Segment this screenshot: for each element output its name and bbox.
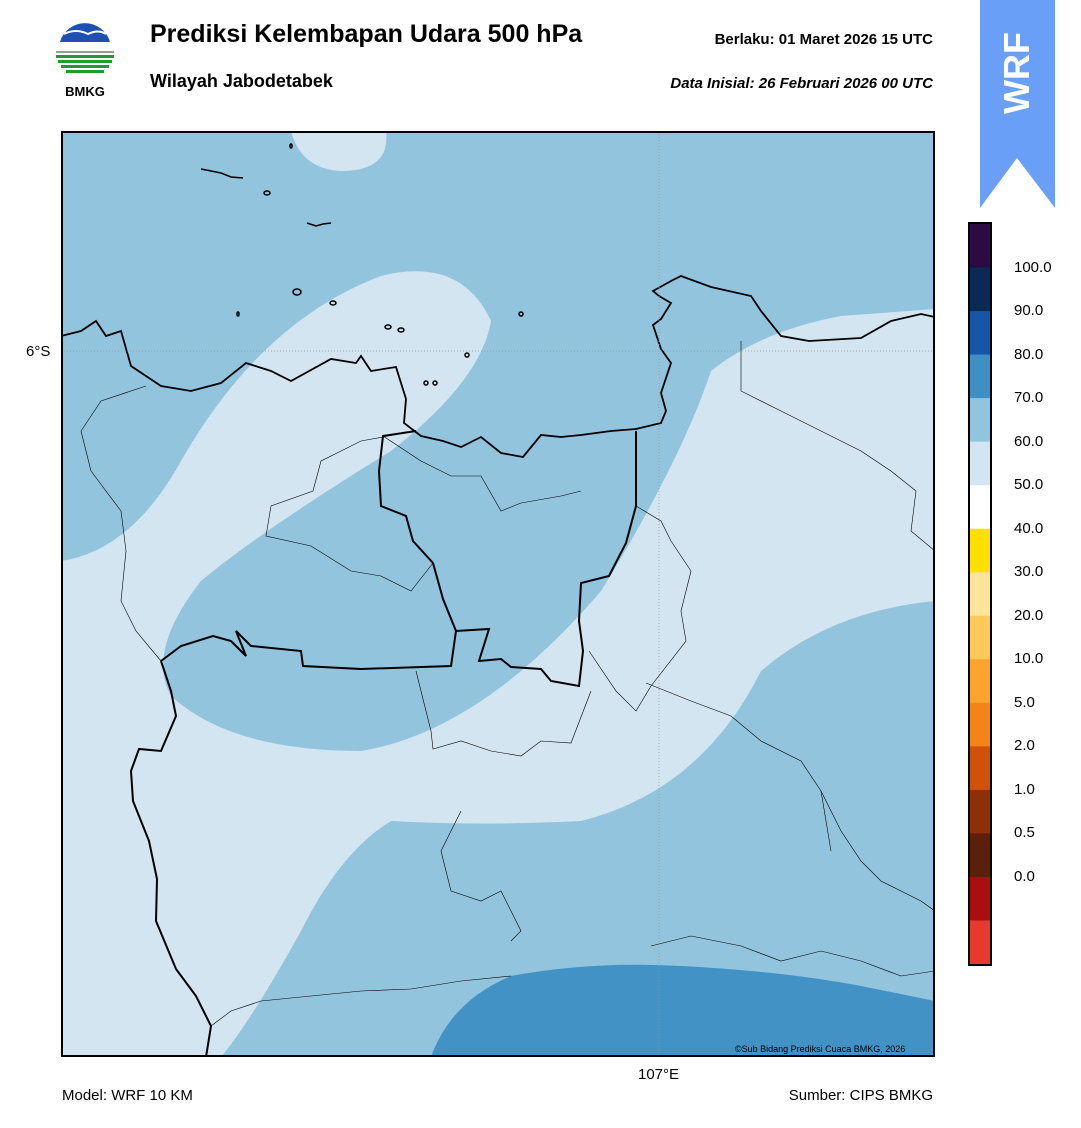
colorbar-segment [970, 659, 990, 704]
colorbar-tick-label: 0.5 [1014, 824, 1035, 842]
islands [200, 143, 524, 386]
lat-label: 6°S [26, 343, 51, 360]
colorbar-segment [970, 572, 990, 617]
colorbar-segment [970, 615, 990, 660]
model-note: Model: WRF 10 KM [62, 1087, 193, 1104]
valid-time: Berlaku: 01 Maret 2026 15 UTC [714, 31, 933, 48]
province-border-west [129, 660, 213, 1057]
colorbar-tick-label: 1.0 [1014, 780, 1035, 798]
map-subtitle: Wilayah Jabodetabek [150, 71, 333, 91]
colorbar-tick-label: 60.0 [1014, 432, 1044, 450]
colorbar-segment [970, 354, 990, 399]
colorbar-segment [970, 876, 990, 921]
colorbar-tick-label: 2.0 [1014, 737, 1035, 755]
colorbar-tick-label: 10.0 [1014, 650, 1044, 668]
colorbar-segment [970, 441, 990, 486]
colorbar-tick-label: 0.0 [1014, 867, 1035, 885]
colorbar-segment [970, 833, 990, 878]
map-title: Prediksi Kelembapan Udara 500 hPa [150, 20, 583, 48]
colorbar-segment [970, 920, 990, 965]
colorbar-segment [970, 528, 990, 573]
colorbar-segment [970, 224, 990, 269]
colorbar-segment [970, 267, 990, 312]
bmkg-logo-icon: BMKG [52, 20, 118, 102]
colorbar-tick-label: 70.0 [1014, 389, 1044, 407]
map-credit: ©Sub Bidang Prediksi Cuaca BMKG, 2026 [735, 1044, 906, 1054]
colorbar-segment [970, 746, 990, 791]
logo-text: BMKG [65, 84, 105, 99]
humidity-band-70-80 [431, 964, 935, 1057]
humidity-map [61, 131, 935, 1057]
wrf-badge: WRF [980, 0, 1055, 210]
lon-label: 107°E [638, 1066, 680, 1083]
regency-borders [80, 341, 935, 1027]
colorbar-tick-label: 90.0 [1014, 302, 1044, 320]
province-border-jakarta [377, 430, 637, 688]
colorbar-segment [970, 789, 990, 834]
colorbar-segment [970, 485, 990, 530]
colorbar [968, 222, 992, 966]
humidity-band-50-60-north [291, 131, 387, 171]
colorbar-segment [970, 702, 990, 747]
init-time: Data Inisial: 26 Februari 2026 00 UTC [670, 75, 933, 92]
colorbar-tick-label: 20.0 [1014, 606, 1044, 624]
colorbar-tick-label: 5.0 [1014, 693, 1035, 711]
colorbar-segment [970, 311, 990, 356]
colorbar-tick-label: 100.0 [1014, 258, 1052, 276]
colorbar-tick-label: 80.0 [1014, 345, 1044, 363]
wrf-badge-text: WRF [996, 32, 1037, 114]
coastline [61, 275, 935, 458]
colorbar-tick-label: 40.0 [1014, 519, 1044, 537]
humidity-band-50-60-central [61, 271, 935, 1057]
province-border-banten [160, 630, 457, 671]
source-note: Sumber: CIPS BMKG [788, 1087, 933, 1104]
colorbar-segment [970, 398, 990, 443]
colorbar-tick-label: 50.0 [1014, 476, 1044, 494]
colorbar-tick-label: 30.0 [1014, 563, 1044, 581]
